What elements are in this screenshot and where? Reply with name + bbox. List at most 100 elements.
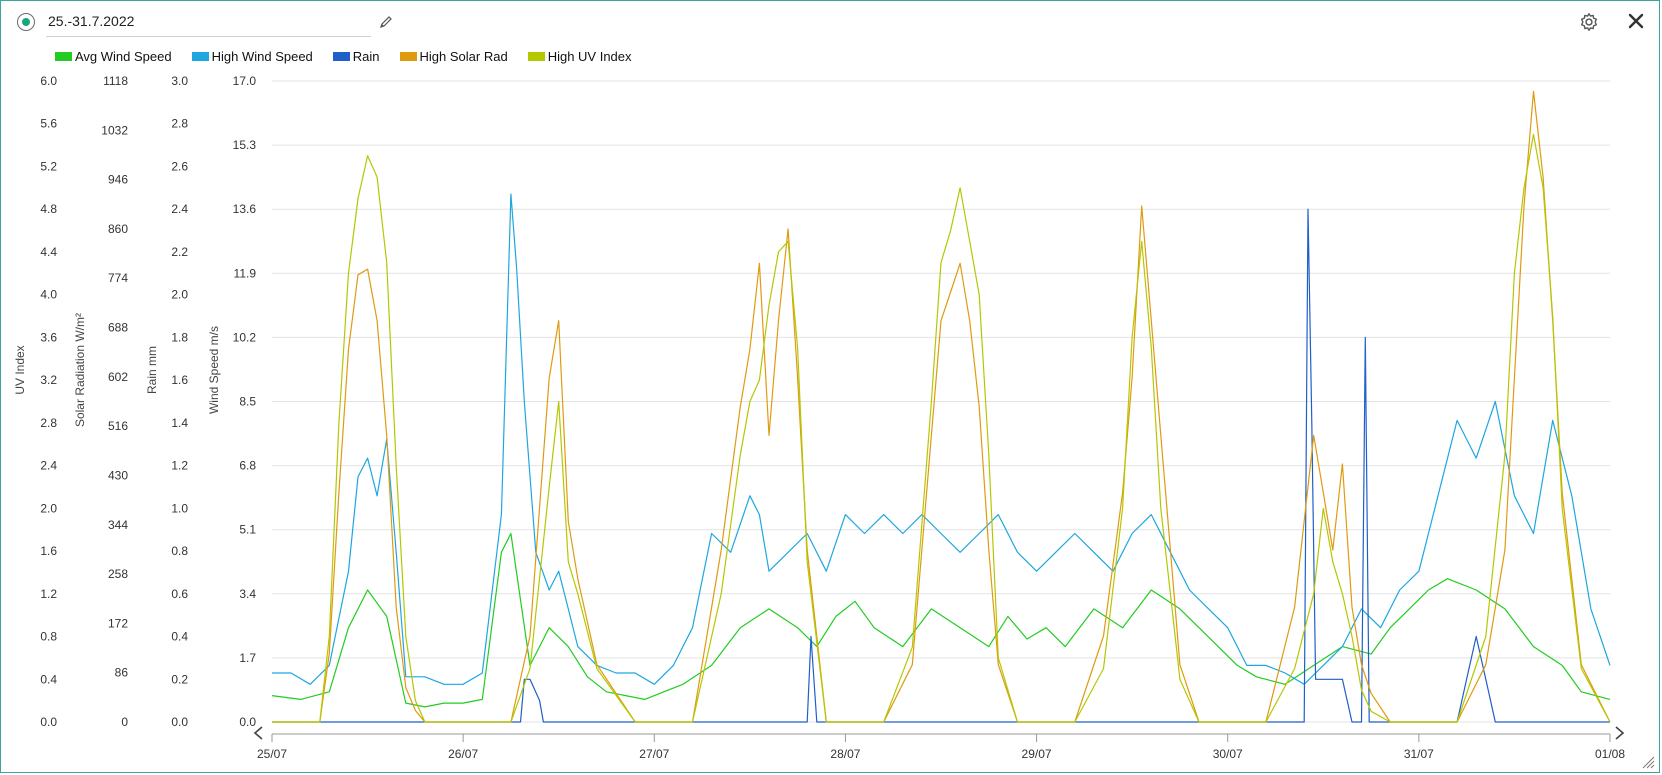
y-tick-label: 1.7	[239, 651, 256, 665]
y-tick-label: 0.8	[40, 630, 57, 644]
y-tick-label: 0.2	[171, 672, 188, 686]
y-tick-label: 2.4	[40, 459, 57, 473]
grid	[272, 80, 1610, 723]
legend-label: Rain	[352, 48, 380, 64]
plot-area	[271, 90, 1611, 723]
y-axis-title: UV Index	[13, 345, 27, 394]
y-tick-label: 344	[108, 518, 128, 532]
y-tick-label: 2.0	[40, 501, 57, 515]
y-tick-label: 4.4	[40, 245, 57, 259]
gear-icon[interactable]	[1578, 11, 1600, 33]
y-tick-label: 1.0	[171, 501, 188, 515]
series-line-high-solar-rad	[272, 90, 1611, 723]
y-tick-label: 1.6	[171, 373, 188, 387]
time-navigation	[253, 726, 1655, 769]
legend-label: High UV Index	[547, 48, 632, 64]
y-axis-title: Rain mm	[145, 346, 159, 394]
y-tick-label: 3.0	[171, 74, 188, 88]
y-tick-label: 1.8	[171, 330, 188, 344]
y-tick-label: 10.2	[233, 330, 257, 344]
legend-item-rain[interactable]: Rain	[332, 47, 380, 65]
legend-label: High Wind Speed	[211, 48, 313, 64]
y-tick-label: 602	[108, 370, 128, 384]
y-tick-label: 1.6	[40, 544, 57, 558]
legend-item-high-wind[interactable]: High Wind Speed	[191, 47, 313, 65]
y-tick-label: 0.8	[171, 544, 188, 558]
legend-item-uv[interactable]: High UV Index	[527, 47, 632, 65]
y-tick-label: 0	[121, 715, 128, 729]
legend-swatch	[527, 51, 545, 61]
series-toggle-radio[interactable]	[17, 13, 35, 31]
y-tick-label: 5.2	[40, 159, 57, 173]
legend-swatch	[191, 51, 209, 61]
y-tick-label: 0.6	[171, 587, 188, 601]
series-line-high-wind-speed	[272, 193, 1611, 685]
y-tick-label: 8.5	[239, 395, 256, 409]
y-tick-label: 0.0	[40, 715, 57, 729]
y-tick-label: 1118	[103, 74, 128, 88]
legend-item-avg-wind[interactable]: Avg Wind Speed	[55, 47, 172, 65]
y-tick-label: 86	[115, 666, 129, 680]
y-tick-label: 860	[108, 222, 128, 236]
x-tick-label: 30/07	[1213, 747, 1243, 761]
y-tick-label: 1032	[101, 123, 128, 137]
y-tick-label: 2.0	[171, 288, 188, 302]
y-tick-label: 1.4	[171, 416, 188, 430]
y-tick-label: 3.2	[40, 373, 57, 387]
legend-item-solar[interactable]: High Solar Rad	[399, 47, 508, 65]
x-tick-label: 31/07	[1404, 747, 1434, 761]
y-tick-label: 6.0	[40, 74, 57, 88]
y-tick-label: 946	[108, 173, 128, 187]
y-tick-label: 0.0	[239, 715, 256, 729]
y-tick-label: 13.6	[233, 202, 257, 216]
y-tick-label: 0.0	[171, 715, 188, 729]
y-tick-label: 11.9	[234, 266, 257, 280]
y-tick-label: 4.0	[40, 288, 57, 302]
y-tick-label: 1.2	[40, 587, 57, 601]
y-tick-label: 17.0	[233, 74, 257, 88]
series-line-high-uv-index	[272, 133, 1611, 723]
y-tick-label: 5.6	[40, 117, 57, 131]
y-tick-label: 2.8	[40, 416, 57, 430]
resize-handle-icon[interactable]	[1642, 756, 1655, 769]
y-tick-label: 3.6	[40, 330, 57, 344]
prev-period-icon[interactable]	[253, 726, 263, 740]
series-line-avg-wind-speed	[271, 532, 1611, 708]
y-tick-label: 2.4	[171, 202, 188, 216]
header: 25.-31.7.2022	[0, 0, 1660, 46]
y-tick-label: 1.2	[171, 459, 188, 473]
legend: Avg Wind Speed High Wind Speed Rain High…	[55, 47, 652, 65]
weather-chart: 0.0 0.4 0.8 1.2 1.6 2.0 2.4 2.8 3.2 3.6 4.0 4.4 4.8 5…	[13, 74, 1655, 769]
y-tick-label: 688	[108, 321, 128, 335]
close-icon[interactable]	[1626, 11, 1646, 31]
y-tick-label: 2.8	[171, 117, 188, 131]
y-axis-title: Wind Speed m/s	[207, 326, 221, 414]
y-tick-label: 258	[108, 567, 128, 581]
y-tick-label: 774	[108, 271, 128, 285]
y-tick-label: 4.8	[40, 202, 57, 216]
date-range-title[interactable]: 25.-31.7.2022	[48, 13, 135, 29]
y-tick-label: 172	[108, 616, 128, 630]
x-tick-label: 29/07	[1022, 747, 1052, 761]
x-tick-label: 27/07	[639, 747, 669, 761]
y-tick-label: 6.8	[239, 459, 256, 473]
x-tick-label: 28/07	[830, 747, 860, 761]
y-tick-label: 2.2	[171, 245, 188, 259]
y-tick-label: 0.4	[40, 672, 57, 686]
x-tick-label: 26/07	[448, 747, 478, 761]
title-underline	[46, 36, 371, 37]
y-tick-label: 2.6	[171, 159, 188, 173]
legend-swatch	[332, 51, 350, 61]
series-line-rain	[272, 208, 1610, 723]
y-tick-label: 5.1	[239, 523, 256, 537]
next-period-icon[interactable]	[1615, 726, 1625, 740]
pencil-icon[interactable]	[378, 14, 394, 30]
legend-swatch	[399, 51, 417, 61]
y-tick-label: 0.4	[171, 630, 188, 644]
legend-swatch	[55, 51, 72, 61]
x-tick-label: 01/08	[1595, 747, 1625, 761]
legend-label: High Solar Rad	[419, 48, 508, 64]
x-tick-label: 25/07	[257, 747, 287, 761]
y-tick-label: 15.3	[233, 138, 257, 152]
